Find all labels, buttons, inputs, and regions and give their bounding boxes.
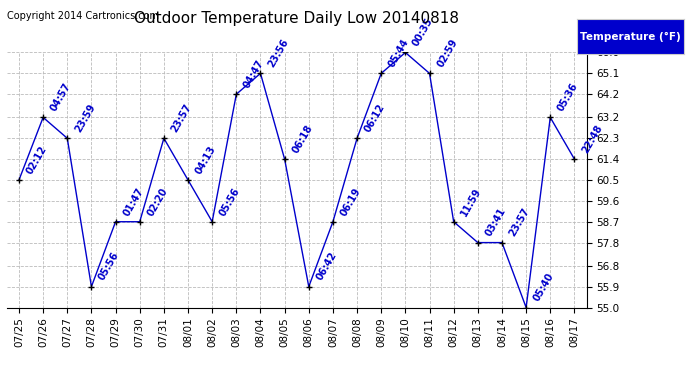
Text: Outdoor Temperature Daily Low 20140818: Outdoor Temperature Daily Low 20140818 [134, 11, 460, 26]
Text: 22:48: 22:48 [580, 123, 604, 155]
Text: 23:57: 23:57 [170, 102, 194, 134]
Text: 06:19: 06:19 [339, 186, 363, 218]
Text: 05:40: 05:40 [532, 272, 556, 303]
Text: 01:47: 01:47 [121, 186, 146, 218]
Text: Copyright 2014 Cartronics.com: Copyright 2014 Cartronics.com [7, 11, 159, 21]
Text: 04:13: 04:13 [194, 144, 218, 176]
Text: 23:56: 23:56 [266, 38, 290, 69]
Text: 02:59: 02:59 [435, 38, 460, 69]
Text: 05:56: 05:56 [97, 251, 121, 282]
Text: 06:42: 06:42 [315, 251, 339, 282]
Text: 00:35: 00:35 [411, 16, 435, 48]
Text: Temperature (°F): Temperature (°F) [580, 32, 681, 42]
Text: 23:59: 23:59 [73, 102, 97, 134]
Text: 06:18: 06:18 [290, 123, 315, 155]
Text: 02:20: 02:20 [146, 186, 170, 218]
Text: 03:41: 03:41 [484, 207, 508, 238]
Text: 05:56: 05:56 [218, 186, 242, 218]
Text: 05:36: 05:36 [556, 81, 580, 113]
Text: 04:57: 04:57 [49, 81, 73, 113]
Text: 06:12: 06:12 [363, 102, 387, 134]
Text: 11:59: 11:59 [460, 186, 484, 218]
Text: 02:12: 02:12 [25, 144, 49, 176]
Text: 23:57: 23:57 [508, 207, 532, 238]
Text: 05:44: 05:44 [387, 38, 411, 69]
Text: 04:47: 04:47 [242, 58, 266, 90]
